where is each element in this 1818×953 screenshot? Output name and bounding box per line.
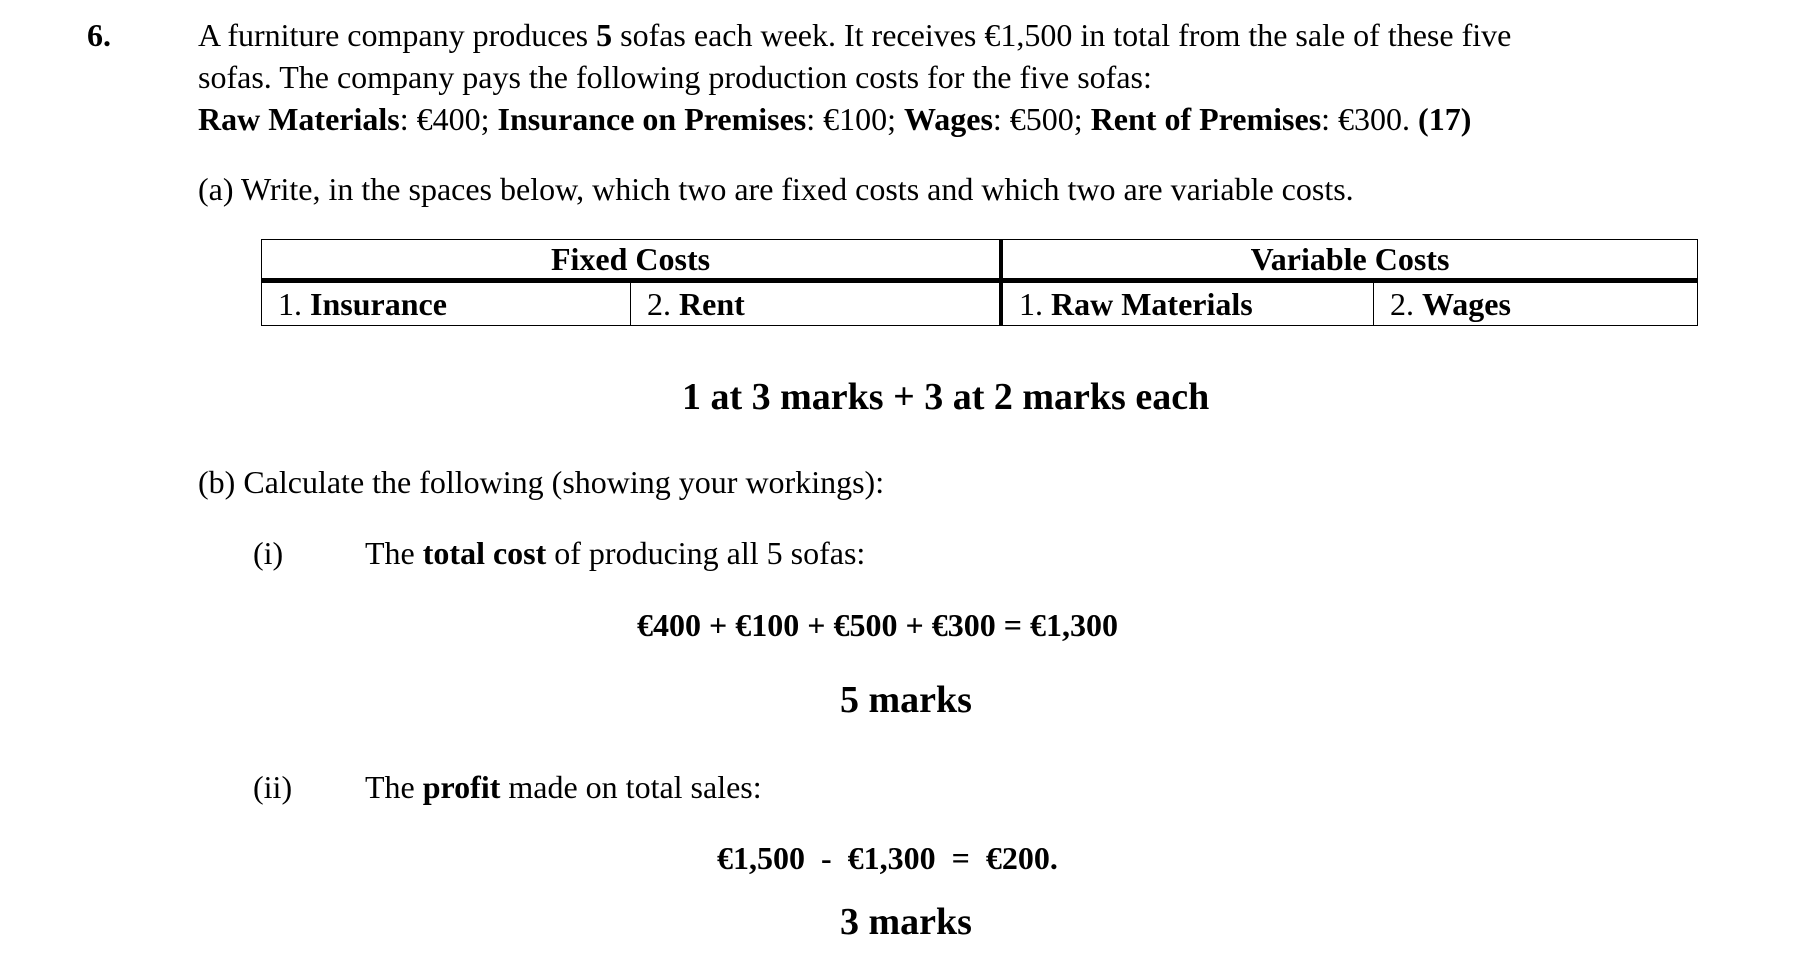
cell-answer: Raw Materials xyxy=(1051,286,1253,322)
cost-value: : €100; xyxy=(806,101,905,137)
part-b-i-marks: 5 marks xyxy=(840,679,972,721)
cost-value: : €500; xyxy=(992,101,1091,137)
cell-number: 2. xyxy=(1390,286,1422,322)
total-marks: (17) xyxy=(1418,101,1472,137)
table-cell: 2. Rent xyxy=(630,280,1002,326)
part-b-i-label: (i) xyxy=(253,535,284,571)
cost-value: : €400; xyxy=(399,101,498,137)
text: of producing all 5 sofas: xyxy=(546,535,866,571)
question-intro-line1: A furniture company produces 5 sofas eac… xyxy=(198,19,1511,51)
cost-label: Rent of Premises xyxy=(1090,101,1322,137)
header-fixed-costs: Fixed Costs xyxy=(261,239,1002,283)
cell-number: 1. xyxy=(278,286,310,322)
table-cell: 1. Raw Materials xyxy=(999,280,1374,326)
cell-answer: Wages xyxy=(1422,286,1511,322)
table-cell: 2. Wages xyxy=(1373,280,1698,326)
text: sofas each week. It receives €1,500 in t… xyxy=(612,17,1512,53)
text: made on total sales: xyxy=(500,769,762,805)
cell-answer: Rent xyxy=(679,286,745,322)
part-a-prompt: (a) Write, in the spaces below, which tw… xyxy=(198,171,1354,207)
cell-number: 1. xyxy=(1019,286,1051,322)
part-b-prompt: (b) Calculate the following (showing you… xyxy=(198,464,885,500)
part-b-ii-text: The profit made on total sales: xyxy=(365,771,762,803)
header-variable-costs: Variable Costs xyxy=(999,239,1698,283)
cost-label: Insurance on Premises xyxy=(497,101,807,137)
cost-value: : €300. xyxy=(1321,101,1419,137)
text: The xyxy=(365,769,423,805)
part-b-i-text: The total cost of producing all 5 sofas: xyxy=(365,537,865,569)
text: The xyxy=(365,535,423,571)
question-intro-line2: sofas. The company pays the following pr… xyxy=(198,59,1152,95)
text: A furniture company produces xyxy=(198,17,597,53)
cost-label: Raw Materials xyxy=(198,101,400,137)
question-number: 6. xyxy=(87,17,111,53)
cell-answer: Insurance xyxy=(310,286,447,322)
table-cell: 1. Insurance xyxy=(261,280,631,326)
part-b-ii-working: €1,500 - €1,300 = €200. xyxy=(717,840,1058,876)
cell-number: 2. xyxy=(647,286,679,322)
part-b-i-working: €400 + €100 + €500 + €300 = €1,300 xyxy=(637,607,1118,643)
part-b-ii-marks: 3 marks xyxy=(840,901,972,943)
cost-label: Wages xyxy=(904,101,993,137)
part-a-marking: 1 at 3 marks + 3 at 2 marks each xyxy=(682,376,1210,418)
bold-term: profit xyxy=(422,769,501,805)
cost-list: Raw Materials: €400; Insurance on Premis… xyxy=(198,103,1471,135)
bold-number: 5 xyxy=(596,17,613,53)
costs-table: Fixed Costs Variable Costs 1. Insurance … xyxy=(261,239,1698,326)
part-b-ii-label: (ii) xyxy=(253,769,293,805)
bold-term: total cost xyxy=(422,535,547,571)
